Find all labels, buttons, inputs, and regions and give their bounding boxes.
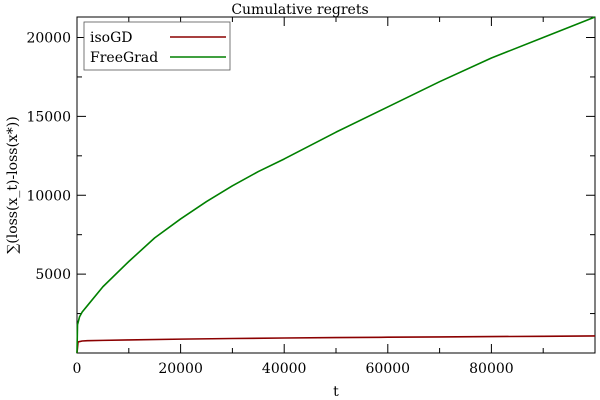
series-lines: [76, 16, 596, 354]
y-axis-label: ∑(loss(x_t)-loss(x*)): [5, 116, 21, 253]
series-line-freegrad: [76, 16, 596, 354]
x-axis: 0 20000 40000 60000 80000: [73, 17, 544, 377]
x-axis-label: t: [333, 384, 339, 400]
y-tick-label: 15000: [26, 109, 71, 125]
x-tick-label: 20000: [158, 361, 203, 377]
y-tick-label: 5000: [35, 267, 71, 283]
legend-label-freegrad: FreeGrad: [90, 50, 158, 66]
y-tick-label: 20000: [26, 31, 71, 47]
legend-label-isogd: isoGD: [90, 30, 133, 46]
y-tick-label: 10000: [26, 188, 71, 204]
legend-box: [83, 21, 231, 71]
series-line-isogd: [76, 335, 596, 354]
x-tick-label: 0: [73, 361, 82, 377]
x-tick-label: 80000: [469, 361, 514, 377]
chart-title: Cumulative regrets: [231, 2, 368, 18]
legend: isoGD FreeGrad: [83, 21, 231, 71]
y-axis: 5000 10000 15000 20000: [26, 31, 595, 315]
x-tick-label: 60000: [366, 361, 411, 377]
x-tick-label: 40000: [262, 361, 307, 377]
